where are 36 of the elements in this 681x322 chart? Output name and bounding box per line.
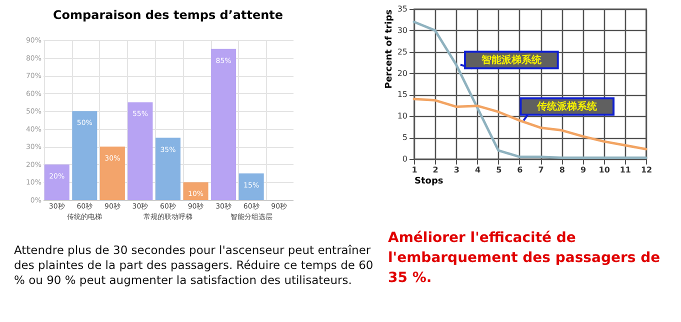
x-tick-label: 7 (538, 166, 544, 174)
y-tick-label: 25 (397, 47, 408, 56)
bar (238, 173, 264, 200)
y-tick-label: 30 (397, 26, 408, 35)
x-tick-label: 9 (580, 166, 586, 174)
y-tick-label: 15 (397, 90, 408, 100)
y-tick-label: 20 (397, 68, 408, 78)
bar (183, 182, 208, 200)
x-tick-label: 3 (454, 166, 460, 174)
chart-title: Comparaison des temps d’attente (52, 8, 284, 22)
x-tick-label: 6 (517, 166, 524, 174)
y-tick-label: 35 (397, 4, 408, 14)
x-tick-label: 2 (432, 166, 438, 174)
bar (211, 48, 236, 200)
bar (128, 102, 153, 200)
line-series (412, 98, 648, 150)
y-tick-label: 0 (402, 154, 408, 164)
x-tick-label: 11 (620, 166, 632, 174)
y-tick-label: 10 (397, 112, 408, 121)
series-label: 传统派梯系统 (536, 100, 598, 112)
x-axis-title: Stops (414, 176, 444, 186)
y-axis-title: Percent of trips (384, 10, 394, 89)
text: Améliorer l'efficacité de l'embarquement des passagers de 35 %. (388, 229, 662, 288)
bar (72, 111, 98, 200)
x-tick-label: 5 (496, 166, 502, 174)
bar (44, 164, 70, 200)
x-tick-label: 4 (474, 166, 481, 174)
x-tick-label: 10 (598, 166, 610, 174)
bar (156, 138, 180, 200)
bar (100, 146, 125, 200)
y-tick-label: 5 (402, 133, 408, 142)
text: Attendre plus de 30 secondes pour l'ascenseur peut entraîner des plaintes de la part des passagers. Réduire ce temps de 60 % ou 90 % peut augmenter la satisfaction des utilisateurs. (14, 243, 374, 288)
text: 智能派梯系统 (480, 54, 542, 66)
x-tick-label: 1 (412, 166, 418, 174)
x-tick-label: 8 (559, 166, 566, 174)
x-tick-label: 12 (640, 166, 652, 174)
